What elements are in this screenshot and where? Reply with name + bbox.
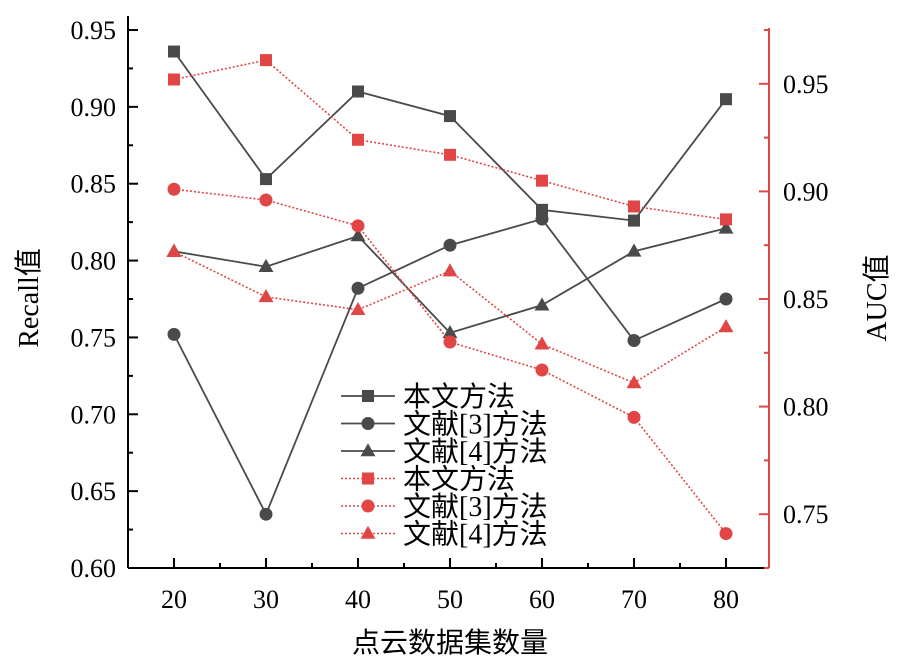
legend-label: 文献[4]方法 bbox=[403, 436, 548, 468]
x-tick-label: 40 bbox=[345, 585, 371, 614]
legend-label: 文献[4]方法 bbox=[403, 519, 548, 551]
data-point-circle bbox=[351, 281, 365, 295]
series-recall-square bbox=[168, 45, 732, 227]
data-point-square bbox=[444, 110, 456, 123]
data-point-circle bbox=[535, 363, 549, 377]
data-point-triangle bbox=[350, 228, 366, 242]
data-point-square bbox=[536, 174, 548, 187]
legend-marker-circle bbox=[361, 499, 375, 513]
data-point-triangle bbox=[442, 263, 458, 277]
data-point-circle bbox=[259, 507, 273, 521]
data-point-circle bbox=[719, 527, 733, 541]
series-auc-triangle bbox=[166, 243, 734, 389]
data-point-square bbox=[168, 45, 180, 58]
x-tick-label: 60 bbox=[529, 585, 555, 614]
right-y-axis-title: AUC值 bbox=[861, 254, 893, 341]
data-point-square bbox=[260, 173, 272, 186]
data-point-triangle bbox=[442, 325, 458, 339]
data-point-circle bbox=[627, 334, 641, 348]
legend-marker-triangle bbox=[360, 443, 376, 457]
data-point-square bbox=[628, 200, 640, 213]
legend-marker-circle bbox=[361, 417, 375, 430]
data-point-circle bbox=[719, 292, 733, 306]
data-point-circle bbox=[443, 238, 457, 252]
data-point-circle bbox=[167, 182, 181, 196]
series-recall-triangle bbox=[166, 220, 734, 339]
data-point-triangle bbox=[718, 319, 734, 333]
legend-item: 文献[4]方法 bbox=[341, 519, 548, 551]
data-point-circle bbox=[627, 410, 641, 424]
legend-marker-square bbox=[362, 390, 374, 402]
left-tick-label: 0.75 bbox=[71, 323, 117, 352]
left-tick-label: 0.85 bbox=[71, 170, 117, 199]
axes: 0.60 0.65 0.70 0.75 0.80 0.85 0.90 0.95 0.75 0.80… bbox=[71, 16, 829, 614]
legend-marker-triangle bbox=[360, 525, 376, 539]
right-tick-label: 0.90 bbox=[783, 177, 829, 206]
data-point-circle bbox=[443, 335, 457, 349]
left-tick-label: 0.80 bbox=[71, 247, 117, 276]
data-point-circle bbox=[351, 219, 365, 233]
x-tick-label: 50 bbox=[437, 585, 463, 614]
left-tick-label: 0.60 bbox=[71, 554, 117, 583]
series-auc-circle bbox=[167, 182, 733, 541]
data-point-triangle bbox=[350, 301, 366, 316]
data-point-square bbox=[720, 93, 732, 106]
legend-marker-square bbox=[362, 472, 374, 485]
left-tick-label: 0.90 bbox=[71, 93, 117, 122]
data-point-square bbox=[444, 148, 456, 161]
right-tick-label: 0.85 bbox=[783, 285, 829, 314]
x-tick-label: 30 bbox=[253, 585, 279, 614]
left-y-axis-title: Recall值 bbox=[13, 248, 45, 348]
data-point-triangle bbox=[258, 258, 274, 273]
x-axis-title: 点云数据集数量 bbox=[352, 627, 548, 659]
data-point-square bbox=[536, 203, 548, 216]
data-point-square bbox=[352, 85, 364, 98]
legend-item: 文献[3]方法 bbox=[341, 491, 548, 523]
legend-label: 本文方法 bbox=[403, 381, 515, 413]
data-point-triangle bbox=[626, 243, 642, 257]
right-tick-label: 0.95 bbox=[783, 70, 829, 99]
data-point-circle bbox=[167, 327, 181, 341]
series-line bbox=[173, 59, 727, 221]
data-point-triangle bbox=[258, 289, 274, 303]
data-point-square bbox=[352, 133, 364, 146]
series-auc-square bbox=[168, 54, 732, 226]
data-point-circle bbox=[535, 212, 549, 226]
data-point-square bbox=[260, 54, 272, 67]
data-point-square bbox=[720, 213, 732, 226]
left-tick-label: 0.65 bbox=[71, 477, 117, 506]
data-point-triangle bbox=[166, 243, 182, 257]
data-point-triangle bbox=[534, 297, 550, 311]
legend-item: 本文方法 bbox=[341, 464, 515, 496]
legend-item: 本文方法 bbox=[341, 381, 515, 413]
data-point-triangle bbox=[718, 220, 734, 234]
left-tick-label: 0.95 bbox=[71, 16, 117, 45]
series-line bbox=[173, 50, 727, 222]
x-tick-label: 80 bbox=[713, 585, 739, 614]
series-recall-circle bbox=[167, 212, 733, 521]
data-point-triangle bbox=[534, 336, 550, 350]
series-layer bbox=[166, 45, 734, 541]
legend-label: 本文方法 bbox=[403, 464, 515, 496]
data-point-square bbox=[628, 214, 640, 227]
right-tick-label: 0.75 bbox=[783, 500, 829, 529]
data-point-square bbox=[168, 73, 180, 86]
legend-label: 文献[3]方法 bbox=[403, 409, 548, 441]
right-tick-label: 0.80 bbox=[783, 393, 829, 422]
legend-label: 文献[3]方法 bbox=[403, 491, 548, 523]
data-point-circle bbox=[259, 193, 273, 207]
legend-item: 文献[4]方法 bbox=[341, 436, 548, 468]
data-point-triangle bbox=[626, 375, 642, 389]
x-tick-label: 20 bbox=[161, 585, 187, 614]
x-tick-label: 70 bbox=[621, 585, 647, 614]
legend-item: 文献[3]方法 bbox=[341, 409, 548, 441]
left-tick-label: 0.70 bbox=[71, 400, 117, 429]
